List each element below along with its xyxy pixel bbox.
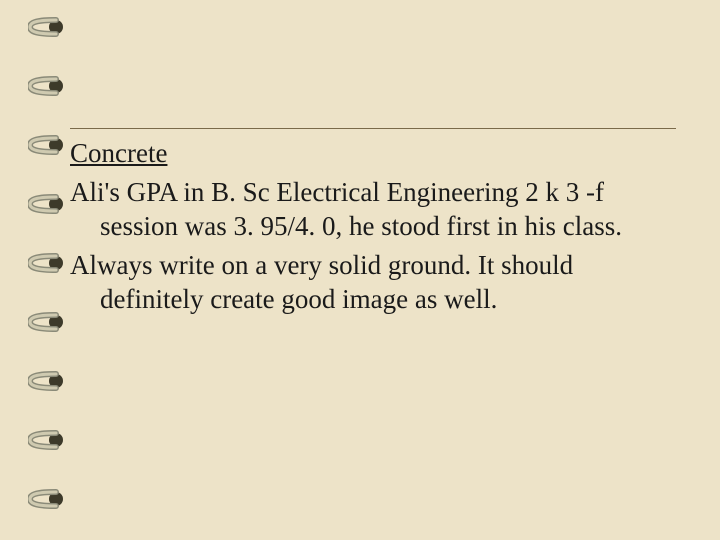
- divider-line: [70, 128, 676, 129]
- binder-ring-icon: [28, 488, 66, 510]
- binder-ring-icon: [28, 193, 66, 215]
- binder-ring-icon: [28, 429, 66, 451]
- binder-rings: [28, 0, 68, 540]
- binder-ring-icon: [28, 16, 66, 38]
- binder-ring-icon: [28, 370, 66, 392]
- binder-ring-icon: [28, 134, 66, 156]
- binder-ring-icon: [28, 75, 66, 97]
- paragraph: Ali's GPA in B. Sc Electrical Engineerin…: [70, 175, 676, 244]
- paragraph: Always write on a very solid ground. It …: [70, 248, 676, 317]
- section-heading: Concrete: [70, 136, 676, 171]
- slide-content: Concrete Ali's GPA in B. Sc Electrical E…: [70, 136, 676, 321]
- binder-ring-icon: [28, 252, 66, 274]
- binder-ring-icon: [28, 311, 66, 333]
